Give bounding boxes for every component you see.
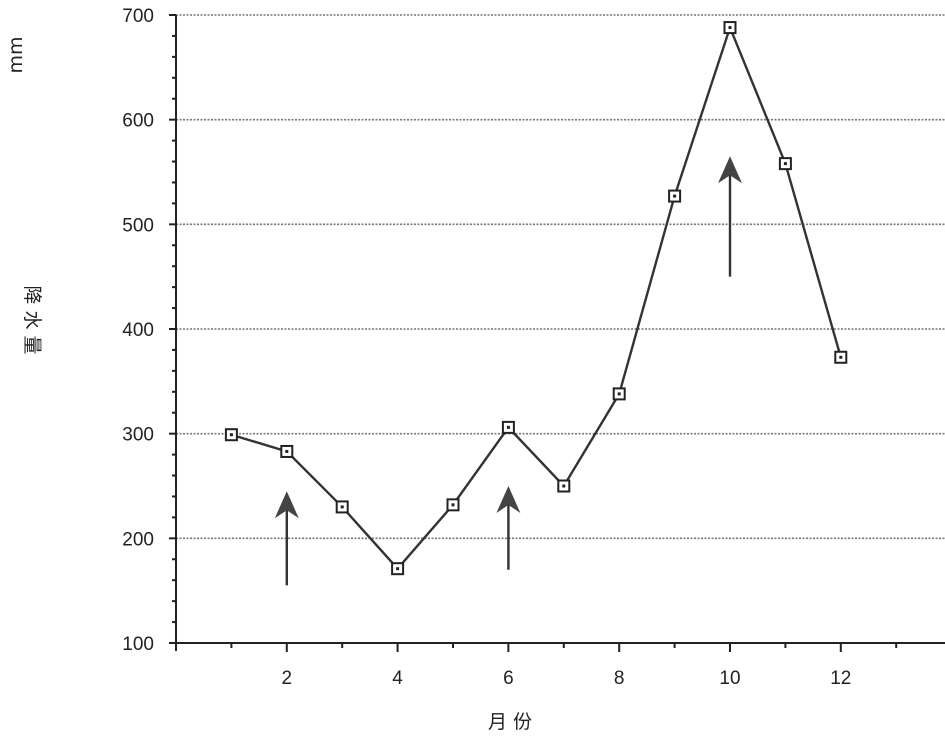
series: [224, 21, 848, 576]
arrow-head: [496, 486, 521, 513]
x-tick-label: 12: [830, 668, 851, 689]
data-point: [668, 189, 682, 203]
data-point: [391, 562, 405, 576]
x-tick-label: 10: [719, 668, 740, 689]
data-point-center: [673, 194, 677, 198]
data-point: [723, 21, 737, 35]
up-arrow-icon: [274, 491, 299, 586]
data-point-center: [783, 162, 787, 166]
y-tick-label: 300: [122, 425, 154, 446]
x-axis-title: 月 份: [488, 711, 532, 733]
data-point: [612, 387, 626, 401]
data-point: [446, 498, 460, 512]
arrow-head: [274, 491, 299, 519]
y-axis-title: 降 水 量: [21, 285, 43, 354]
data-point: [834, 350, 848, 364]
y-tick-label: 100: [122, 634, 154, 655]
data-point-center: [728, 26, 732, 30]
data-point-center: [506, 425, 510, 429]
grid-lines: [176, 14, 945, 540]
data-point-center: [285, 449, 289, 453]
x-tick-label: 8: [614, 668, 625, 689]
data-point-center: [396, 567, 400, 571]
x-tick-label: 2: [282, 668, 293, 689]
y-unit-label: mm: [5, 36, 27, 73]
data-point-center: [340, 505, 344, 509]
data-point: [778, 157, 792, 171]
data-point-center: [562, 484, 566, 488]
data-point: [280, 444, 294, 458]
y-tick-label: 400: [122, 320, 154, 341]
data-point: [501, 420, 515, 434]
x-tick-label: 4: [392, 668, 403, 689]
x-tick-labels: 2 4 6 8 10 12: [282, 668, 852, 689]
data-point: [335, 500, 349, 514]
data-point: [224, 428, 238, 442]
data-point-center: [617, 392, 621, 396]
data-point-center: [451, 503, 455, 507]
series-line: [231, 24, 842, 571]
y-tick-label: 700: [122, 6, 154, 27]
y-tick-label: 200: [122, 529, 154, 550]
y-tick-labels: 100 200 300 400 500 600 700: [122, 6, 154, 655]
up-arrow-icon: [496, 486, 521, 570]
data-point: [557, 479, 571, 493]
axes: [169, 14, 945, 652]
x-tick-label: 6: [503, 668, 514, 689]
y-tick-label: 500: [122, 215, 154, 236]
y-tick-label: 600: [122, 111, 154, 132]
data-point-center: [229, 433, 233, 437]
up-arrow-icon: [718, 156, 742, 277]
arrow-head: [718, 156, 742, 184]
data-point-center: [839, 355, 843, 359]
annotation-arrows: [274, 156, 742, 586]
